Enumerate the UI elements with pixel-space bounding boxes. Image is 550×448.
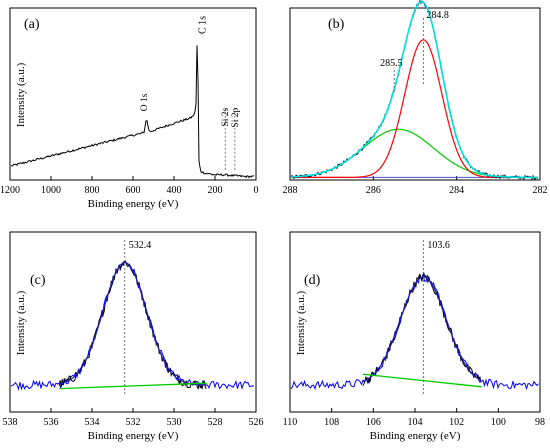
data-line	[58, 260, 207, 390]
panel-3	[9, 231, 257, 413]
panel-label: (c)	[30, 273, 46, 288]
x-tick-label: 528	[208, 417, 223, 428]
background-line	[362, 373, 482, 388]
panel-2	[289, 0, 541, 181]
x-tick-label: 286	[366, 185, 381, 196]
raw-data-line	[10, 261, 255, 391]
x-axis-label: Binding energy (eV)	[88, 198, 179, 210]
peak-position-label: 103.6	[427, 240, 450, 251]
peak-label-c1s: C 1s	[198, 16, 209, 34]
x-tick-label: 104	[408, 417, 423, 428]
peak-label-o1s: O 1s	[140, 93, 150, 111]
peak-position-label: 532.4	[129, 240, 152, 251]
plot-frame	[289, 7, 541, 181]
x-tick-label: 600	[126, 185, 141, 196]
x-tick-label: 1000	[41, 185, 61, 196]
panel-1	[9, 7, 257, 181]
x-tick-label: 106	[366, 417, 381, 428]
x-tick-label: 200	[208, 185, 223, 196]
plot-frame	[9, 231, 257, 413]
y-axis-label: Intensity (a.u.)	[15, 62, 27, 127]
panel-label: (a)	[24, 17, 40, 32]
x-tick-label: 1200	[0, 185, 20, 196]
peak-position-label: 285.5	[380, 58, 403, 69]
component-284-8-line	[291, 39, 538, 178]
fit-curve-line	[59, 262, 207, 386]
survey-spectrum-line	[10, 45, 255, 179]
x-tick-label: 400	[167, 185, 182, 196]
x-axis-label: Binding energy (eV)	[370, 430, 461, 442]
x-tick-label: 534	[85, 417, 100, 428]
x-tick-label: 108	[324, 417, 339, 428]
x-tick-label: 0	[254, 185, 259, 196]
x-tick-label: 284	[449, 185, 464, 196]
envelope-fit-line	[291, 0, 538, 179]
y-axis-label: Intensity (a.u.)	[15, 290, 27, 355]
background-line	[59, 382, 207, 390]
fit-curve-line	[362, 276, 482, 383]
panel-4	[289, 231, 541, 413]
x-tick-label: 538	[3, 417, 18, 428]
x-tick-label: 102	[449, 417, 464, 428]
panel-label: (b)	[328, 17, 345, 32]
y-axis-label: Intensity (a.u.)	[295, 290, 307, 355]
panel-label: (d)	[304, 273, 321, 288]
x-tick-label: 526	[249, 417, 264, 428]
x-axis-label: Binding energy (eV)	[88, 430, 179, 442]
peak-position-label: 284.8	[426, 10, 449, 21]
data-line	[362, 271, 482, 386]
peak-label-si: Si 2s	[221, 107, 231, 126]
x-tick-label: 530	[167, 417, 182, 428]
x-tick-label: 110	[283, 417, 298, 428]
x-tick-label: 800	[85, 185, 100, 196]
x-tick-label: 98	[535, 417, 545, 428]
plot-frame	[9, 7, 257, 181]
x-tick-label: 532	[126, 417, 141, 428]
x-tick-label: 282	[533, 185, 548, 196]
x-tick-label: 100	[491, 417, 506, 428]
x-tick-label: 288	[283, 185, 298, 196]
raw-data-line	[290, 273, 539, 391]
peak-label-si: Si 2p	[231, 108, 241, 128]
x-tick-label: 536	[44, 417, 59, 428]
